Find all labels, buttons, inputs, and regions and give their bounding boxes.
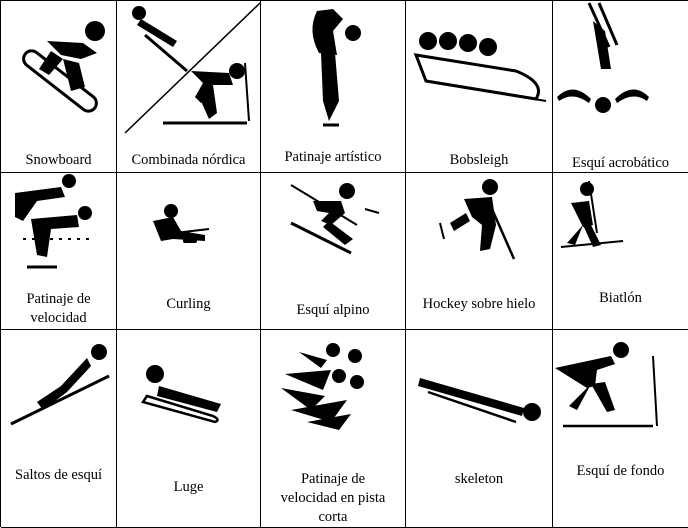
figure-skating-icon bbox=[312, 9, 361, 127]
sport-cell-bobsleigh: Bobsleigh bbox=[406, 1, 553, 173]
sport-label: Snowboard bbox=[25, 152, 92, 168]
sport-label: Bobsleigh bbox=[449, 152, 509, 168]
sport-cell-freestyle-skiing: Esquí acrobático bbox=[553, 1, 688, 173]
sport-label: Patinaje artístico bbox=[284, 149, 382, 165]
sport-label: Esquí acrobático bbox=[571, 155, 670, 171]
sport-cell-luge: Luge bbox=[117, 330, 261, 528]
snowboard-icon bbox=[22, 21, 105, 113]
sport-label: Curling bbox=[166, 296, 211, 312]
cross-country-skiing-icon bbox=[555, 342, 658, 428]
curling-icon bbox=[153, 204, 210, 243]
alpine-skiing-icon bbox=[290, 183, 380, 255]
sport-cell-short-track-speed-skating: Patinaje de velocidad en pista corta bbox=[261, 330, 406, 528]
biathlon-icon bbox=[560, 180, 624, 248]
sport-cell-ski-jumping: Saltos de esquí bbox=[1, 330, 117, 528]
sport-cell-alpine-skiing: Esquí alpino bbox=[261, 173, 406, 330]
short-track-speed-skating-icon bbox=[281, 343, 364, 430]
skeleton-icon bbox=[418, 378, 541, 424]
sport-label: skeleton bbox=[454, 471, 504, 487]
sport-label: Patinaje de velocidad bbox=[26, 291, 91, 326]
sport-label: Biatlón bbox=[599, 290, 642, 306]
nordic-combined-icon bbox=[124, 2, 260, 134]
sport-cell-ice-hockey: Hockey sobre hielo bbox=[406, 173, 553, 330]
sport-label: Esquí alpino bbox=[296, 302, 370, 318]
sport-label: Esquí de fondo bbox=[576, 463, 665, 479]
sport-label: Hockey sobre hielo bbox=[422, 296, 536, 312]
sport-cell-cross-country-skiing: Esquí de fondo bbox=[553, 330, 688, 528]
bobsleigh-icon bbox=[413, 32, 547, 102]
ice-hockey-icon bbox=[439, 179, 516, 260]
sport-cell-speed-skating: Patinaje de velocidad bbox=[1, 173, 117, 330]
sport-label: Luge bbox=[173, 479, 204, 495]
sport-cell-snowboard: Snowboard bbox=[1, 1, 117, 173]
sport-label: Patinaje de velocidad en pista corta bbox=[280, 471, 386, 525]
luge-icon bbox=[141, 365, 221, 424]
speed-skating-icon bbox=[15, 174, 95, 269]
freestyle-skiing-icon bbox=[557, 2, 649, 113]
sport-cell-figure-skating: Patinaje artístico bbox=[261, 1, 406, 173]
sport-cell-biathlon: Biatlón bbox=[553, 173, 688, 330]
sport-cell-skeleton: skeleton bbox=[406, 330, 553, 528]
sport-cell-curling: Curling bbox=[117, 173, 261, 330]
ski-jumping-icon bbox=[10, 344, 110, 426]
sport-label: Combinada nórdica bbox=[131, 152, 246, 168]
sport-cell-nordic-combined: Combinada nórdica bbox=[117, 1, 261, 173]
sport-label: Saltos de esquí bbox=[15, 467, 102, 483]
